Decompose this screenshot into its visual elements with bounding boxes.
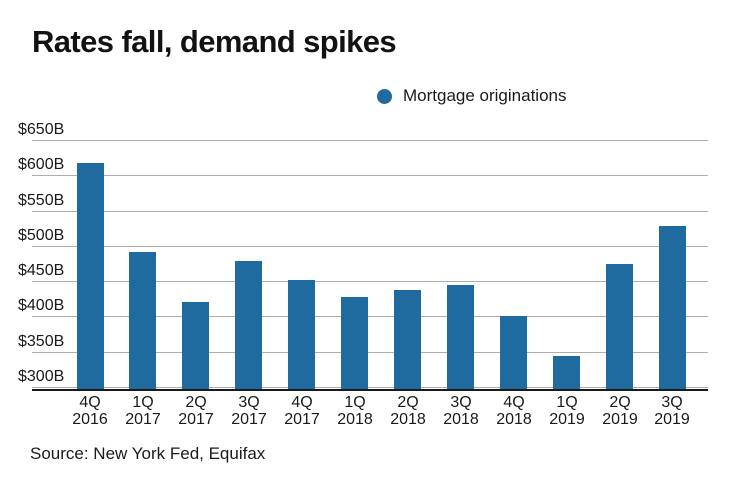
y-axis-label: $500B [18, 227, 65, 244]
y-gridline [32, 246, 708, 247]
bar-2q-2017 [182, 302, 209, 390]
y-axis-label: $550B [18, 192, 65, 209]
chart-title: Rates fall, demand spikes [32, 24, 397, 59]
y-gridline [32, 387, 708, 388]
bar-1q-2019 [553, 356, 580, 390]
y-gridline [32, 352, 708, 353]
x-axis-label: 2Q 2017 [178, 394, 214, 428]
x-axis-label: 4Q 2018 [496, 394, 532, 428]
x-axis-label: 4Q 2016 [72, 394, 108, 428]
x-axis-label: 1Q 2019 [549, 394, 585, 428]
source-attribution: Source: New York Fed, Equifax [30, 444, 266, 463]
y-gridline [32, 316, 708, 317]
y-axis-label: $400B [18, 297, 65, 314]
bar-2q-2019 [606, 264, 633, 390]
bar-4q-2016 [77, 163, 104, 390]
y-axis-label: $350B [18, 333, 65, 350]
y-axis-label: $650B [18, 121, 65, 138]
y-gridline [32, 175, 708, 176]
x-axis-label: 2Q 2018 [390, 394, 426, 428]
x-axis-label: 3Q 2019 [654, 394, 690, 428]
y-gridline [32, 140, 708, 141]
y-axis-label: $300B [18, 368, 65, 385]
bar-4q-2018 [500, 316, 527, 390]
y-axis-label: $450B [18, 262, 65, 279]
x-axis-label: 1Q 2018 [337, 394, 373, 428]
x-axis-label: 2Q 2019 [602, 394, 638, 428]
bar-3q-2017 [235, 261, 262, 390]
x-axis-label: 4Q 2017 [284, 394, 320, 428]
y-gridline [32, 281, 708, 282]
y-axis-label: $600B [18, 156, 65, 173]
bar-1q-2018 [341, 297, 368, 390]
legend: Mortgage originations [377, 86, 566, 106]
legend-marker-dot [377, 88, 392, 104]
bar-2q-2018 [394, 290, 421, 390]
x-axis-line [32, 389, 708, 391]
x-axis-label: 1Q 2017 [125, 394, 161, 428]
y-gridline [32, 211, 708, 212]
bar-3q-2019 [659, 226, 686, 390]
x-axis-label: 3Q 2017 [231, 394, 267, 428]
bar-1q-2017 [129, 252, 156, 390]
bar-4q-2017 [288, 280, 315, 390]
bar-3q-2018 [447, 285, 474, 390]
x-axis-label: 3Q 2018 [443, 394, 479, 428]
legend-label: Mortgage originations [403, 86, 567, 105]
